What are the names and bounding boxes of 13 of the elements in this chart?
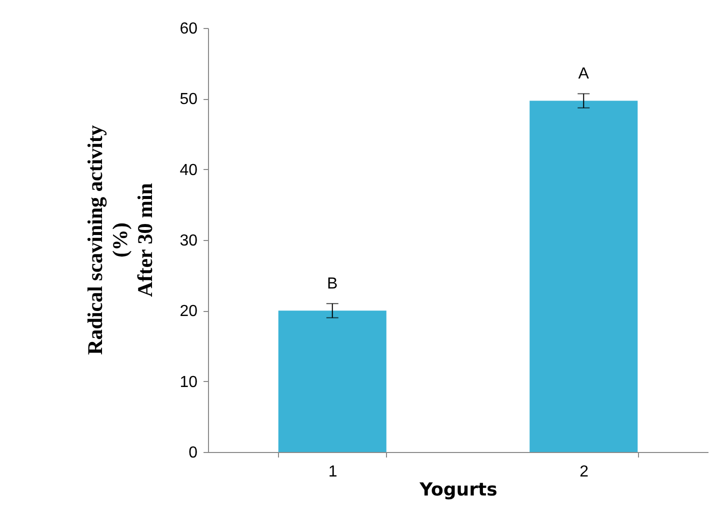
y-tick-label: 30 xyxy=(180,232,198,250)
y-tick-label: 50 xyxy=(180,91,198,108)
x-tick-label: 1 xyxy=(328,464,338,480)
y-tick-label: 40 xyxy=(180,162,198,179)
y-tick-label: 20 xyxy=(180,303,198,320)
y-tick-label: 10 xyxy=(180,374,198,391)
y-axis-title: Radical scavining activity (%) After 30 min xyxy=(83,124,157,355)
annotation: B xyxy=(327,276,338,293)
annotation: A xyxy=(578,66,590,83)
x-tick-label: 2 xyxy=(580,464,589,480)
y-tick-label: 0 xyxy=(188,444,198,462)
y-tick-label: 60 xyxy=(180,20,198,38)
x-axis-title: Yogurts xyxy=(418,480,498,500)
